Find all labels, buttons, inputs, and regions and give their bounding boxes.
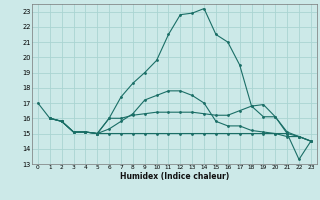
X-axis label: Humidex (Indice chaleur): Humidex (Indice chaleur) [120, 172, 229, 181]
